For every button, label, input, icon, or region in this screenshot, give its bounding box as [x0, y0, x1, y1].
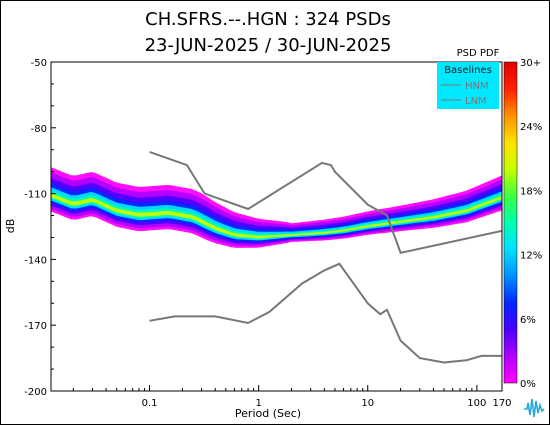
legend-hnm-label: HNM [465, 81, 489, 92]
colorbar-tick-label: 6% [520, 315, 536, 326]
seismogram-icon [524, 398, 545, 418]
y-tick-label: -140 [24, 255, 47, 266]
plot-frame [50, 61, 503, 392]
colorbar-tick-label: 18% [520, 186, 542, 197]
y-tick-label: -50 [31, 58, 47, 69]
y-tick-label: -200 [24, 387, 47, 398]
colorbar-tick-label: 30+ [520, 58, 541, 69]
y-tick-label: -110 [24, 190, 47, 201]
colorbar-tick-label: 12% [520, 251, 542, 262]
network-logo [523, 393, 545, 421]
y-tick-label: -170 [24, 321, 47, 332]
baseline-lnm-line [149, 262, 502, 364]
density-band [51, 183, 502, 242]
psd-density-cloud [51, 167, 502, 248]
x-axis-label: Period (Sec) [235, 407, 301, 420]
colorbar-title: PSD PDF [457, 48, 500, 59]
x-tick-label: 0.1 [142, 398, 158, 409]
y-axis-label: dB [4, 219, 17, 234]
y-tick-label: -80 [31, 124, 47, 135]
x-axis: 0.1 1 10 100 170 [72, 385, 512, 409]
y-axis: -50 -80 -110 -140 -170 -200 [24, 58, 56, 398]
x-tick-label: 100 [467, 398, 486, 409]
chart-title: CH.SFRS.--.HGN : 324 PSDs [145, 9, 391, 30]
x-tick-label: 170 [492, 398, 511, 409]
colorbar [503, 61, 518, 384]
legend-lnm-label: LNM [465, 96, 487, 107]
x-tick-label: 10 [361, 398, 374, 409]
colorbar-ticks: 30+ 24% 18% 12% 6% 0% [520, 58, 542, 390]
density-band-high [51, 193, 502, 239]
legend-title: Baselines [444, 65, 492, 76]
colorbar-tick-label: 24% [520, 122, 542, 133]
baseline-models [149, 150, 502, 364]
colorbar-tick-label: 0% [520, 379, 536, 390]
chart-subtitle: 23-JUN-2025 / 30-JUN-2025 [145, 35, 392, 56]
logo-bg [523, 393, 545, 421]
legend: Baselines HNM LNM [437, 62, 499, 109]
baseline-hnm-line [149, 150, 502, 254]
x-tick-label: 1 [255, 398, 261, 409]
